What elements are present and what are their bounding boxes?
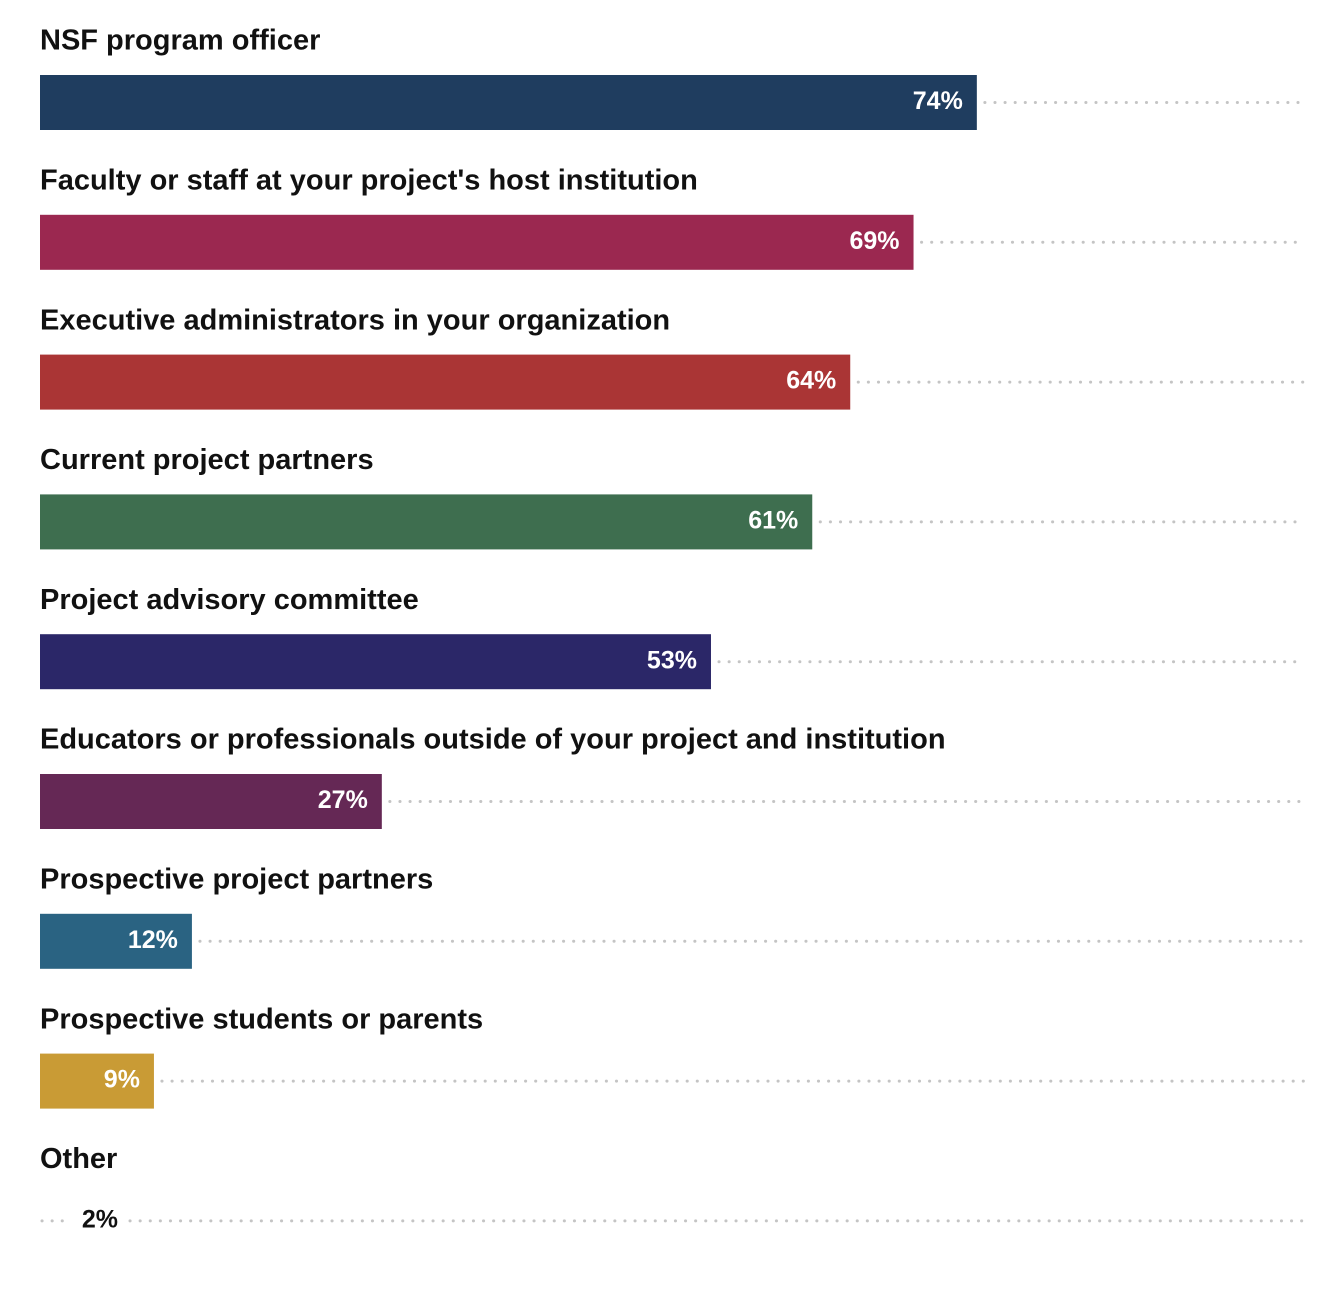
- value-label: 74%: [913, 87, 963, 115]
- category-label: Educators or professionals outside of yo…: [40, 724, 946, 756]
- category-label: Other: [40, 1143, 117, 1175]
- category-label: NSF program officer: [40, 25, 320, 57]
- value-label: 12%: [128, 926, 178, 954]
- category-label: Prospective students or parents: [40, 1003, 483, 1035]
- category-label: Current project partners: [40, 444, 374, 476]
- category-label: Executive administrators in your organiz…: [40, 304, 670, 336]
- bar: [40, 75, 977, 130]
- category-label: Prospective project partners: [40, 863, 433, 895]
- bar: [40, 913, 192, 969]
- value-label: 53%: [647, 646, 697, 674]
- value-label: 9%: [104, 1066, 140, 1094]
- bar: [40, 774, 382, 829]
- value-label: 61%: [748, 507, 798, 535]
- bar: [40, 354, 851, 410]
- value-label: 2%: [82, 1206, 118, 1234]
- bar: [40, 214, 914, 270]
- bar: [40, 1053, 154, 1109]
- category-label: Project advisory committee: [40, 584, 419, 616]
- value-label: 69%: [849, 227, 899, 255]
- value-label: 27%: [318, 786, 368, 814]
- category-label: Faculty or staff at your project's host …: [40, 164, 698, 196]
- bar: [40, 634, 711, 690]
- value-label: 64%: [786, 367, 836, 395]
- bar: [40, 494, 813, 550]
